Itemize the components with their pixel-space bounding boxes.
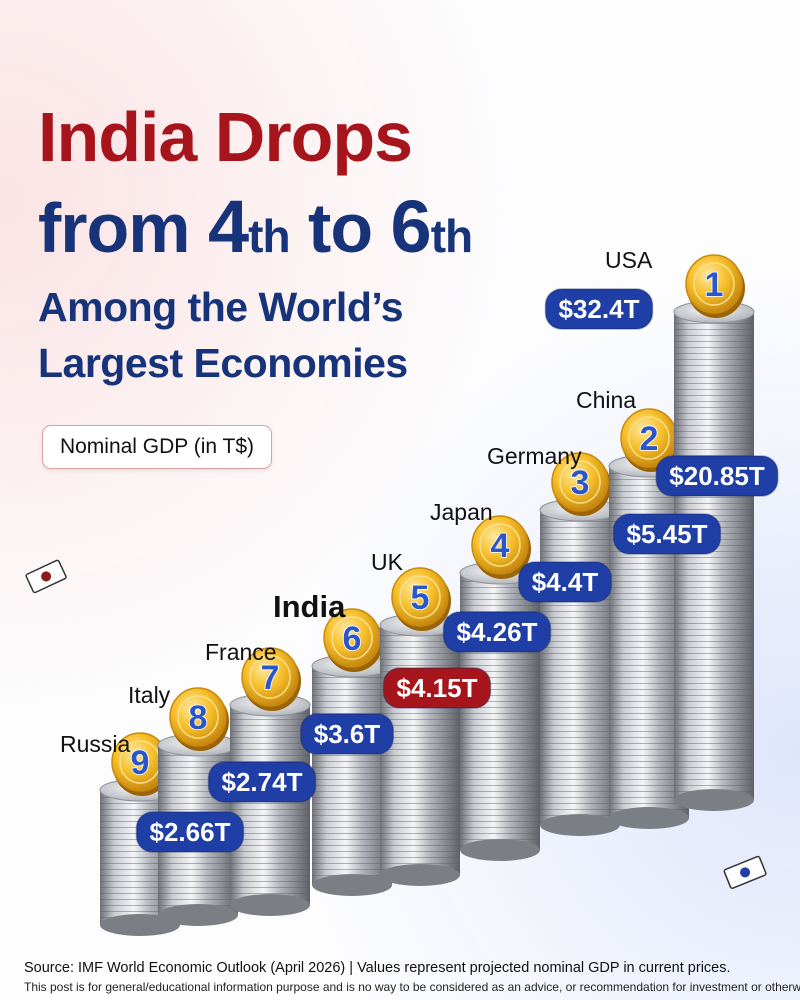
value-text: $5.45T <box>627 519 708 549</box>
disclaimer-note: This post is for general/educational inf… <box>24 980 800 994</box>
rank-coin: 6 <box>323 608 383 672</box>
rank-number: 2 <box>640 420 659 458</box>
headline-from: from <box>38 189 208 267</box>
value-label: $2.74T <box>207 761 317 803</box>
value-label: $32.4T <box>544 288 654 330</box>
coin-stack-india: 6 <box>311 608 393 896</box>
country-label: Germany <box>487 443 582 469</box>
coin-stack-france: 7 <box>229 647 311 916</box>
headline-line-2: from 4th to 6th <box>38 189 473 267</box>
rank-number: 8 <box>189 699 208 737</box>
rank-coin: 7 <box>241 647 301 711</box>
rank-number: 9 <box>131 744 150 782</box>
coin-stack-usa: 1 <box>673 254 755 811</box>
value-text: $4.15T <box>397 673 478 703</box>
rank-number: 3 <box>571 464 590 502</box>
country-label: UK <box>371 549 404 575</box>
value-text: $3.6T <box>314 719 381 749</box>
source-note: Source: IMF World Economic Outlook (Apri… <box>24 960 731 976</box>
country-label: India <box>273 589 346 624</box>
country-label: France <box>205 639 277 665</box>
money-note-icon <box>723 855 767 889</box>
headline-to: to <box>289 189 391 267</box>
country-label: Japan <box>430 499 493 525</box>
value-text: $4.26T <box>457 617 538 647</box>
unit-label: Nominal GDP (in T$) <box>42 425 272 469</box>
rank-coin: 1 <box>685 254 745 318</box>
subheadline-line-1: Among the World’s <box>38 284 404 330</box>
rank-number: 7 <box>261 659 280 697</box>
value-text: $2.66T <box>150 817 231 847</box>
value-text: $20.85T <box>669 461 765 491</box>
value-label: $4.15T <box>382 667 492 709</box>
rank-number: 5 <box>411 579 430 617</box>
rank-coin: 9 <box>111 732 171 796</box>
coin-stack-italy: 8 <box>157 687 239 926</box>
rank-number: 1 <box>705 266 724 304</box>
value-text: $32.4T <box>559 294 640 324</box>
value-text: $2.74T <box>222 767 303 797</box>
headline-rank-from: 4 <box>208 185 249 268</box>
money-note-icon <box>25 559 67 594</box>
subheadline-line-2: Largest Economies <box>38 340 408 386</box>
value-label: $5.45T <box>612 513 722 555</box>
value-label: $2.66T <box>135 811 245 853</box>
coin-stack-germany: 3 <box>539 452 621 836</box>
country-label: China <box>576 387 636 413</box>
rank-number: 6 <box>343 620 362 658</box>
rank-coin: 3 <box>551 452 611 516</box>
rank-coin: 8 <box>169 687 229 751</box>
value-text: $4.4T <box>532 567 599 597</box>
value-label: $4.4T <box>518 561 612 603</box>
country-label: Russia <box>60 731 131 757</box>
rank-number: 4 <box>491 527 510 565</box>
headline-line-1: India Drops <box>38 98 413 176</box>
coin-stack-uk: 5 <box>379 567 461 886</box>
value-label: $20.85T <box>655 455 779 497</box>
value-label: $4.26T <box>442 611 552 653</box>
country-label: USA <box>605 247 653 273</box>
headline-rank-to: 6 <box>390 185 432 268</box>
headline-rank-from-suffix: th <box>248 210 290 262</box>
headline-rank-to-suffix: th <box>430 210 473 262</box>
rank-coin: 4 <box>471 515 531 579</box>
rank-coin: 2 <box>620 408 680 472</box>
country-label: Italy <box>128 682 171 708</box>
rank-coin: 5 <box>391 567 451 631</box>
value-label: $3.6T <box>300 713 394 755</box>
